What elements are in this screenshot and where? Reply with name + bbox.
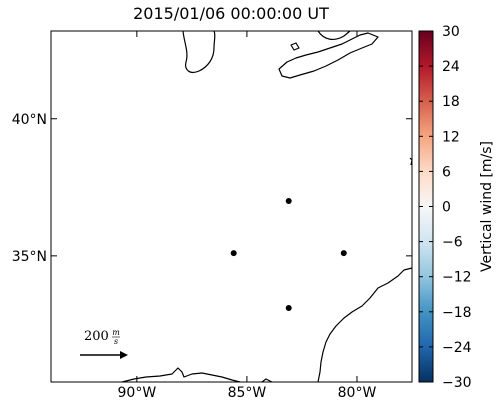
station-point — [230, 250, 237, 257]
wind-key-unit-denominator: s — [114, 337, 118, 346]
colorbar-tick-label: −12 — [442, 270, 472, 286]
colorbar-tick-label: 12 — [442, 129, 460, 145]
wind-key-unit-numerator: m — [112, 328, 120, 337]
wind-key-value: 200 — [84, 329, 109, 344]
x-tick-label: 80°W — [338, 385, 377, 401]
colorbar-tick-label: 18 — [442, 94, 460, 110]
station-point — [285, 304, 292, 311]
colorbar-tick-label: 24 — [442, 59, 460, 75]
y-tick-label: 40°N — [12, 112, 47, 128]
station-point — [340, 250, 347, 257]
wind-key-arrow — [80, 351, 128, 359]
colorbar-tick-label: −30 — [442, 375, 472, 391]
x-tick-label: 90°W — [118, 385, 157, 401]
colorbar-tick-label: −18 — [442, 305, 472, 321]
colorbar-tick-label: 6 — [442, 164, 451, 180]
x-tick-label: 85°W — [228, 385, 267, 401]
colorbar-tick-label: −24 — [442, 340, 472, 356]
coastlines — [121, 30, 413, 383]
colorbar-tick-label: −6 — [442, 235, 463, 251]
colorbar-tick-label: 0 — [442, 200, 451, 216]
colorbar-tick-label: 30 — [442, 24, 460, 40]
map-frame — [50, 30, 413, 383]
map-title: 2015/01/06 00:00:00 UT — [133, 4, 329, 23]
y-tick-label: 35°N — [12, 249, 47, 265]
station-point — [285, 198, 292, 205]
colorbar-label: Vertical wind [m/s] — [479, 141, 495, 272]
